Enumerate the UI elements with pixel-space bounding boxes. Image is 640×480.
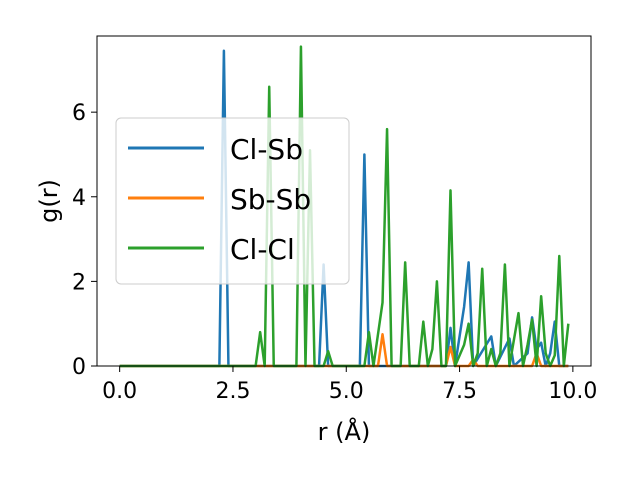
x-tick-label: 0.0 — [102, 379, 137, 404]
legend-label: Cl-Cl — [230, 233, 295, 266]
x-axis-label: r (Å) — [318, 417, 371, 446]
legend-box — [115, 117, 350, 285]
axes-frame — [96, 35, 592, 367]
x-tick-label: 2.5 — [215, 379, 250, 404]
x-axis: 0.0 2.5 5.0 7.5 10.0 — [102, 366, 597, 404]
x-tick-label: 10.0 — [548, 379, 597, 404]
y-axis-label: g(r) — [35, 179, 63, 223]
y-tick-label: 0 — [72, 355, 86, 380]
x-tick-label: 5.0 — [329, 379, 364, 404]
legend-label: Sb-Sb — [230, 183, 311, 216]
series-line-cl-sb — [119, 49, 569, 368]
x-tick-label: 7.5 — [442, 379, 477, 404]
legend: Cl-Sb Sb-Sb Cl-Cl — [115, 117, 350, 285]
y-tick-label: 4 — [72, 186, 86, 211]
y-tick-label: 6 — [72, 101, 86, 126]
y-axis: 0 2 4 6 — [72, 101, 97, 380]
legend-label: Cl-Sb — [230, 133, 303, 166]
y-tick-label: 2 — [72, 270, 86, 295]
